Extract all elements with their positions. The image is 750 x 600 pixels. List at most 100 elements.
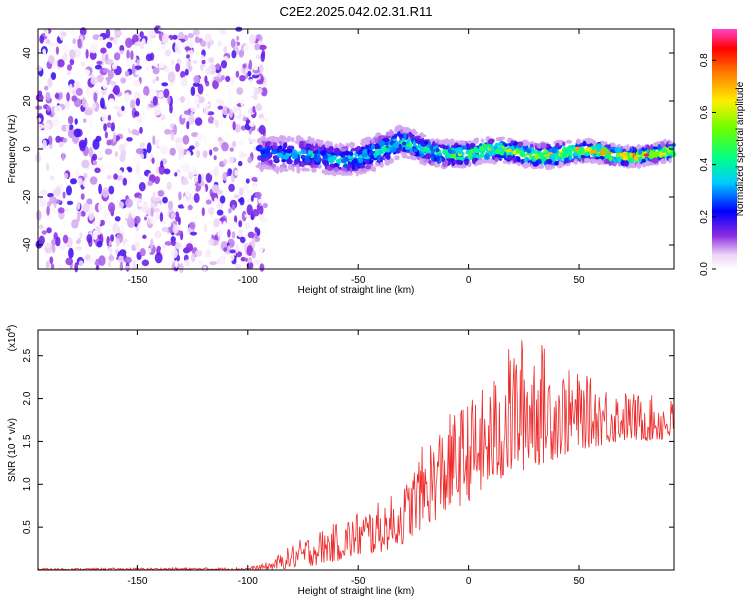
noise-blob — [55, 236, 61, 247]
band-blob — [488, 138, 495, 144]
noise-blob — [191, 165, 199, 176]
noise-blob — [105, 221, 111, 227]
band-blob — [448, 148, 452, 154]
noise-blob — [139, 248, 146, 257]
band-blob — [638, 148, 643, 155]
noise-blob — [66, 200, 74, 205]
noise-blob — [140, 153, 144, 160]
noise-blob — [70, 178, 77, 185]
noise-blob — [42, 48, 47, 57]
noise-blob — [95, 135, 102, 142]
noise-blob — [171, 248, 178, 259]
noise-blob — [237, 243, 246, 254]
noise-blob — [197, 83, 204, 95]
noise-blob — [139, 126, 143, 134]
noise-blob — [205, 172, 213, 183]
band-blob — [266, 146, 271, 153]
band-blob — [285, 148, 293, 154]
noise-blob — [46, 227, 52, 234]
noise-blob — [160, 247, 167, 256]
band-blob — [506, 154, 513, 162]
noise-blob — [244, 257, 248, 262]
band-blob — [455, 156, 462, 161]
band-blob — [520, 159, 525, 165]
noise-blob — [49, 196, 57, 204]
band-blob — [650, 144, 654, 151]
noise-blob — [182, 163, 190, 173]
noise-blob — [67, 64, 72, 71]
band-blob — [443, 159, 449, 167]
band-blob — [273, 142, 277, 146]
noise-blob — [174, 260, 179, 269]
noise-blob — [254, 226, 259, 233]
y-tick-label: 1.5 — [22, 434, 33, 448]
noise-blob — [215, 119, 219, 128]
band-blob — [310, 164, 314, 168]
noise-blob — [252, 105, 256, 113]
noise-blob — [245, 186, 252, 196]
noise-blob — [82, 69, 91, 76]
noise-blob — [106, 122, 112, 128]
band-blob — [297, 137, 304, 142]
noise-blob — [181, 105, 189, 112]
noise-blob — [174, 95, 180, 105]
y-tick-label: 0 — [22, 146, 33, 152]
spectrogram-x-ticks: -150 -100 -50 0 50 — [127, 29, 585, 286]
noise-blob — [218, 29, 227, 35]
band-blob — [609, 149, 615, 153]
noise-blob — [72, 230, 79, 241]
noise-blob — [98, 202, 104, 213]
noise-blob — [255, 132, 261, 137]
noise-blob — [136, 59, 140, 66]
band-blob — [274, 156, 280, 163]
y-tick-label: 20 — [22, 95, 33, 107]
band-blob — [267, 153, 272, 159]
band-blob — [494, 157, 499, 162]
noise-blob — [154, 230, 162, 239]
noise-blob — [39, 35, 45, 44]
noise-blob — [160, 145, 168, 155]
colorbar-tick-label: 0.2 — [699, 209, 710, 223]
band-blob — [394, 125, 400, 132]
spectrogram-signal-band — [255, 124, 677, 177]
spectrogram-panel: -150 -100 -50 0 50 -40 -20 0 20 40 Height of str… — [7, 25, 677, 296]
snr-x-axis-label: Height of straight line (km) — [298, 586, 415, 597]
band-blob — [544, 163, 552, 171]
noise-blob — [212, 146, 219, 152]
noise-blob — [67, 115, 74, 125]
noise-blob — [244, 222, 251, 230]
noise-blob — [146, 34, 152, 46]
band-blob — [371, 143, 375, 150]
band-blob — [478, 153, 485, 158]
noise-blob — [251, 250, 256, 259]
band-blob — [420, 153, 425, 157]
noise-blob — [188, 171, 194, 180]
noise-blob — [211, 184, 220, 194]
noise-blob — [78, 139, 87, 149]
band-blob — [312, 140, 316, 147]
noise-blob — [167, 95, 171, 105]
noise-blob — [89, 176, 98, 185]
noise-blob — [80, 193, 85, 200]
noise-blob — [100, 47, 107, 54]
noise-blob — [170, 130, 175, 142]
band-blob — [596, 158, 603, 166]
noise-blob — [95, 152, 104, 159]
noise-blob — [240, 153, 248, 158]
noise-blob — [108, 255, 115, 262]
noise-blob — [166, 181, 172, 191]
noise-blob — [152, 191, 156, 203]
noise-blob — [242, 63, 247, 69]
noise-blob — [203, 105, 209, 115]
noise-blob — [209, 169, 215, 175]
noise-blob — [233, 194, 240, 199]
noise-blob — [230, 38, 236, 48]
noise-blob — [75, 87, 83, 96]
noise-blob — [79, 232, 83, 239]
noise-blob — [52, 119, 60, 127]
noise-blob — [255, 103, 263, 112]
noise-blob — [185, 243, 194, 252]
noise-blob — [77, 177, 83, 186]
band-blob — [652, 146, 658, 150]
noise-blob — [73, 81, 79, 89]
